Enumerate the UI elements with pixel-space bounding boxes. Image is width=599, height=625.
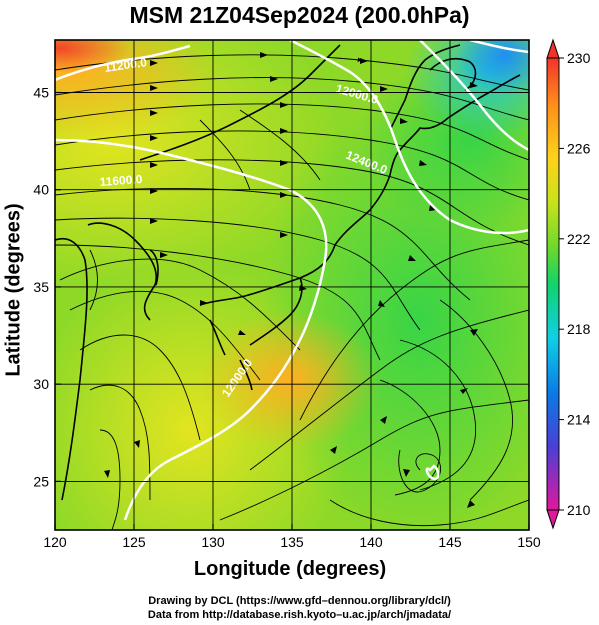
colorbar-tick-label: 222: [567, 231, 591, 247]
y-tick-label: 45: [33, 85, 49, 101]
x-tick-label: 145: [438, 534, 462, 550]
y-tick-label: 35: [33, 279, 49, 295]
colorbar-tick-label: 226: [567, 140, 591, 156]
colorbar-tick-label: 210: [567, 502, 591, 518]
x-tick-label: 120: [43, 534, 67, 550]
x-tick-label: 150: [517, 534, 541, 550]
colorbar-tick-label: 218: [567, 321, 591, 337]
colorbar-gradient: [546, 57, 560, 511]
x-axis-label: Longitude (degrees): [193, 558, 387, 580]
x-tick-label: 140: [359, 534, 383, 550]
contour-label-11200: 11200.0: [103, 55, 148, 75]
colorbar-bottom-triangle: [546, 509, 560, 530]
contour-label-11600: 11600.0: [99, 172, 143, 189]
x-tick-label: 135: [280, 534, 304, 550]
x-tick-label: 125: [122, 534, 146, 550]
x-axis: 120 125 130 135 140 145 150: [43, 524, 541, 550]
credit-drawing: Drawing by DCL (https://www.gfd–dennou.o…: [148, 595, 451, 607]
y-tick-label: 30: [33, 376, 49, 392]
chart-title: MSM 21Z04Sep2024 (200.0hPa): [129, 2, 470, 28]
colorbar: 230 226 222 218 214 210: [546, 38, 591, 530]
x-tick-label: 130: [201, 534, 225, 550]
credit-data: Data from http://database.rish.kyoto–u.a…: [147, 609, 452, 621]
grid: [55, 40, 529, 530]
y-axis: 25 30 35 40 45: [33, 85, 61, 489]
colorbar-tick-label: 214: [567, 412, 591, 428]
y-axis-label: Latitude (degrees): [2, 203, 25, 377]
y-tick-label: 40: [33, 182, 49, 198]
coastlines: [55, 44, 521, 501]
stream-arrows: [104, 52, 478, 508]
colorbar-tick-label: 230: [567, 50, 591, 66]
y-tick-label: 25: [33, 473, 49, 489]
colorbar-top-triangle: [546, 38, 560, 59]
